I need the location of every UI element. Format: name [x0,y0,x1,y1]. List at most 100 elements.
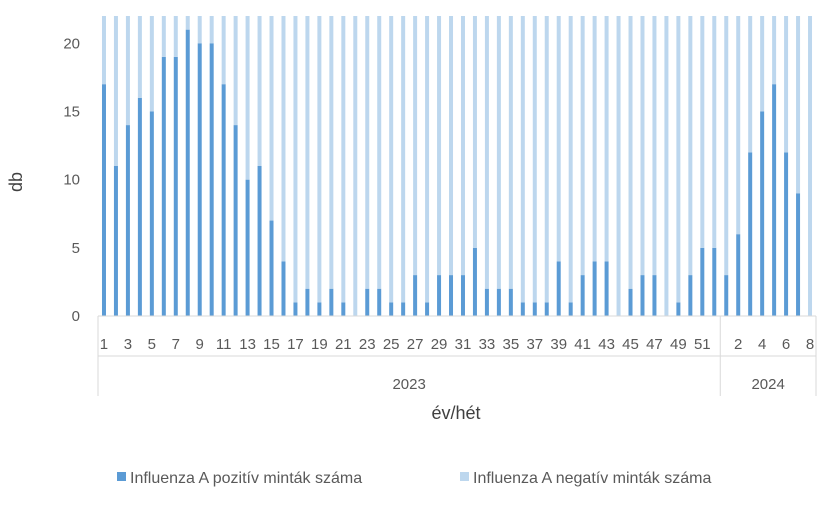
bar-negative [700,16,705,248]
y-tick-label: 0 [72,308,80,325]
x-tick-label: 43 [598,336,615,353]
bar-negative [221,16,226,85]
bar-positive [760,111,765,316]
x-tick-label: 21 [335,336,352,353]
x-tick-label: 9 [196,336,204,353]
bar-positive [556,261,561,316]
bar-negative [197,16,202,44]
x-axis: 1 3 5 7 9 11 13 15 17 19 21 23 25 27 29 31 33 35 37 39 41 43 4… [97,315,817,396]
bar-negative [377,16,382,289]
bar-negative [365,16,370,289]
bar-negative [329,16,334,289]
year-label: 2023 [392,376,425,393]
bar-positive [185,29,190,317]
bar-negative [652,16,657,276]
bar-negative [796,16,801,194]
bar-negative [808,16,813,316]
bar-positive [736,234,741,316]
bar-negative [712,16,717,248]
bar-positive [113,166,118,316]
x-tick-label: 3 [124,336,132,353]
x-tick-label: 7 [172,336,180,353]
bar-positive [425,302,430,316]
bar-positive [580,275,585,316]
x-tick-label: 31 [455,336,472,353]
x-tick-label: 8 [806,336,814,353]
x-tick-label: 27 [407,336,424,353]
bar-positive [796,193,801,316]
bar-negative [353,16,358,316]
bar-positive [281,261,286,316]
bar-negative [760,16,765,112]
x-tick-label: 11 [216,336,232,353]
bar-positive [293,302,298,316]
y-tick-label: 20 [63,35,80,52]
bar-positive [688,275,693,316]
bar-positive [209,43,214,316]
bar-positive [161,56,166,317]
bar-negative [496,16,501,289]
bar-negative [484,16,489,289]
bar-negative [460,16,465,276]
y-tick-label: 5 [72,240,80,257]
bar-positive [101,84,106,316]
bar-negative [437,16,442,276]
x-tick-label: 45 [622,336,639,353]
bar-positive [197,43,202,316]
bar-negative [389,16,394,303]
bar-positive [772,84,777,316]
bar-positive [532,302,537,316]
bar-positive [329,288,334,316]
bar-negative [568,16,573,303]
bar-negative [532,16,537,303]
bar-positive [712,247,717,316]
bar-positive [628,288,633,316]
x-tick-label: 47 [646,336,663,353]
bar-positive [472,247,477,316]
bar-negative [293,16,298,303]
year-label: 2024 [751,376,784,393]
bar-positive [401,302,406,316]
bar-positive [724,275,729,316]
bar-negative [449,16,454,276]
bar-positive [568,302,573,316]
x-tick-label: 23 [359,336,376,353]
bar-negative [520,16,525,303]
bar-negative [137,16,142,98]
bar-negative [664,16,669,316]
x-tick-label: 17 [287,336,304,353]
bar-negative [209,16,214,44]
legend: Influenza A pozitív minták száma Influen… [117,470,711,487]
bar-positive [317,302,322,316]
bar-negative [413,16,418,276]
bar-positive [269,220,274,316]
bar-negative [281,16,286,262]
x-tick-label: 15 [263,336,280,353]
bar-negative [161,16,166,57]
bar-negative [724,16,729,276]
bar-positive [508,288,513,316]
y-axis-ticks: 0 5 10 15 20 [63,35,80,325]
bar-positive [245,179,250,316]
bar-negative [185,16,190,30]
bar-positive [137,97,142,317]
x-tick-label: 5 [148,336,156,353]
bar-negative [676,16,681,303]
bar-negative [401,16,406,303]
x-tick-label: 6 [782,336,790,353]
bar-negative [556,16,561,262]
bar-negative [688,16,693,276]
x-tick-label: 29 [431,336,448,353]
bar-negative [233,16,238,126]
bar-negative [748,16,753,153]
y-axis-title: db [6,172,26,192]
bar-negative [173,16,178,57]
bar-negative [269,16,274,221]
bar-positive [365,288,370,316]
bar-positive [173,56,178,317]
bar-positive [125,125,130,316]
bar-positive [257,166,262,316]
bar-negative [628,16,633,289]
bars-group [101,16,813,317]
